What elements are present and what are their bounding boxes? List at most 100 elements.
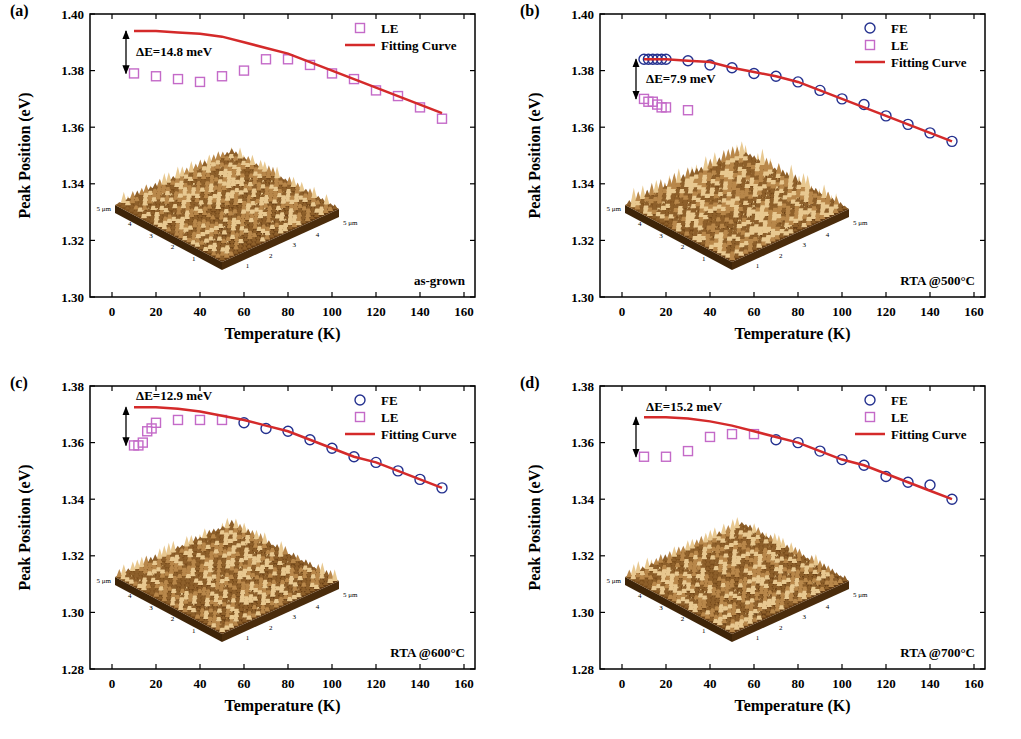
afm-inset: 5 μm432112345 μm [607,141,868,270]
afm-peak [166,211,172,223]
x-tick-label: 20 [150,676,163,691]
afm-peak [303,189,309,194]
x-tick-label: 40 [194,304,207,319]
afm-peak [315,196,321,200]
delta-e-arrow [635,59,636,99]
afm-peak [739,141,745,154]
sample-label: RTA @500°C [900,273,975,288]
afm-peak [252,601,258,605]
annotation: ΔE=7.9 meV [646,71,716,86]
afm-surface [115,152,339,262]
y-tick-label: 1.38 [61,63,84,78]
data-point [662,103,671,112]
y-tick-label: 1.36 [61,120,84,135]
afm-peak [210,220,216,224]
afm-peak [201,159,207,171]
afm-peak [170,541,176,553]
afm-side [115,205,222,270]
x-tick-label: 60 [238,676,251,691]
legend-swatch [855,61,885,64]
x-tick-label: 80 [282,676,295,691]
x-tick-label: 100 [322,304,342,319]
data-point [438,114,447,123]
y-tick-label: 1.30 [571,290,594,305]
inset-label: 1 [702,255,706,263]
inset-label: 3 [149,232,153,240]
x-tick-label: 120 [366,304,386,319]
afm-peak [260,232,266,242]
y-tick-label: 1.28 [61,662,84,677]
x-tick-label: 80 [792,304,805,319]
y-tick-label: 1.32 [61,548,84,563]
afm-peak [711,212,717,219]
panel-label: (c) [10,374,28,392]
afm-peak [332,204,338,209]
annotation: ΔE=14.8 meV [136,44,213,59]
y-tick-label: 1.38 [61,379,84,394]
afm-peak [658,179,664,191]
afm-peak [206,154,212,164]
legend-label: LE [381,21,398,36]
afm-peak [259,190,265,202]
afm-peak [164,204,170,208]
afm-peak [706,218,712,230]
x-tick-label: 40 [704,304,717,319]
afm-peak [215,151,221,160]
afm-peak [121,192,127,203]
x-tick-label: 160 [454,304,474,319]
inset-label: 2 [269,252,273,260]
afm-peak [776,163,782,174]
afm-peak [237,148,243,159]
afm-peak [282,179,288,183]
x-tick-label: 0 [109,304,116,319]
inset-label: 1 [246,262,250,270]
data-point [240,66,249,75]
y-tick-label: 1.40 [571,7,594,22]
delta-e-arrow [125,31,126,73]
inset-label: 5 μm [97,205,112,213]
afm-surface [625,152,849,262]
legend-label: Fitting Curve [891,55,967,70]
x-tick-label: 120 [366,676,386,691]
afm-peak [161,173,167,185]
afm-peak [155,575,161,585]
inset-label: 3 [659,232,663,240]
afm-peak [225,242,231,245]
afm-peak [299,182,305,192]
afm-peak [242,193,248,197]
inset-label: 3 [292,241,296,249]
inset-label: 1 [756,262,760,270]
afm-peak [649,183,655,195]
afm-inset: 5 μm432112345 μm [97,518,358,643]
afm-peak [184,536,190,546]
legend-swatch [865,23,875,33]
inset-label: 4 [316,231,320,239]
inset-label: 4 [826,231,830,239]
data-point [684,106,693,115]
panel: (a)0204060801001201401601.301.321.341.36… [10,2,475,343]
inset-label: 2 [681,243,685,251]
x-tick-label: 160 [454,676,474,691]
inset-label: 4 [128,220,132,228]
afm-peak [161,545,167,557]
y-tick-label: 1.32 [61,233,84,248]
afm-peak [166,224,172,231]
afm-peak [328,203,334,207]
afm-peak [220,151,226,158]
afm-peak [228,147,234,158]
y-tick-label: 1.36 [571,120,594,135]
afm-peak [291,177,297,187]
legend-label: FE [891,21,908,36]
afm-peak [821,184,827,198]
afm-peak [267,203,273,210]
afm-peak [130,191,136,199]
afm-peak [825,191,831,200]
afm-peak [175,167,181,179]
afm-peak [746,216,752,220]
afm-peak [229,148,235,154]
afm-peak [813,188,819,194]
inset-label: 1 [192,255,196,263]
x-tick-label: 140 [410,304,430,319]
afm-peak [792,174,798,182]
afm-peak [671,173,677,185]
